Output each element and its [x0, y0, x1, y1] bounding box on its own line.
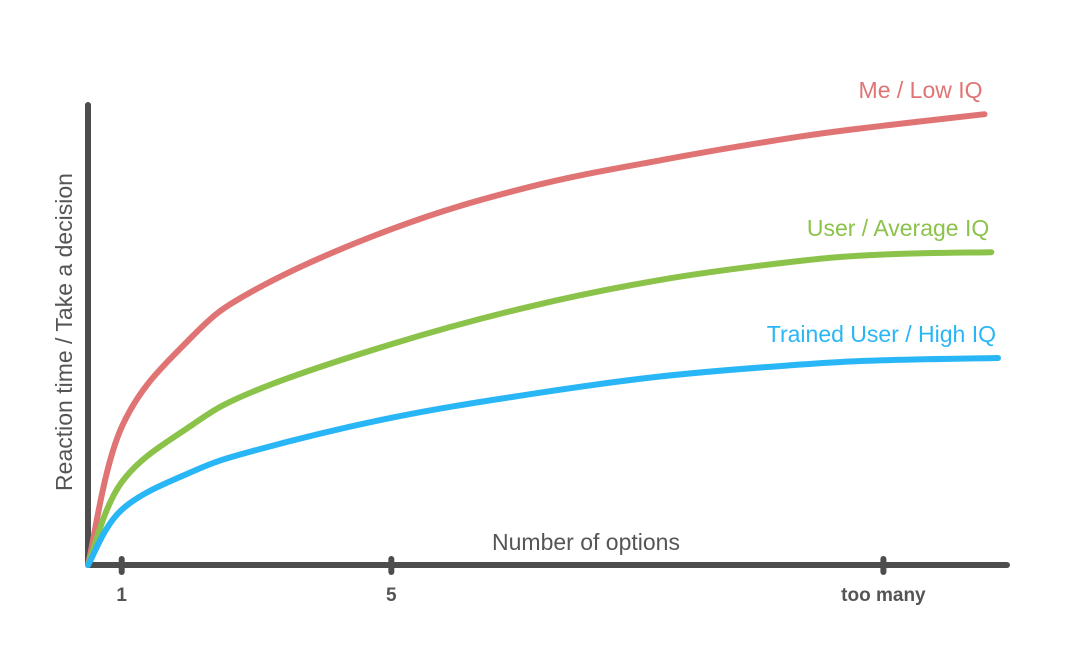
series-line — [85, 355, 1001, 568]
series-lines — [85, 111, 1001, 568]
series-label: Trained User / High IQ — [767, 321, 996, 347]
series-label: User / Average IQ — [807, 215, 989, 241]
series-line — [85, 111, 988, 568]
x-ticks: 1 5 too many — [116, 556, 926, 606]
x-tick-label: too many — [841, 585, 926, 606]
series-line — [85, 249, 995, 568]
x-tick-label: 5 — [386, 585, 397, 606]
axes — [85, 102, 1010, 568]
series-label: Me / Low IQ — [859, 77, 983, 103]
series-labels: Me / Low IQ User / Average IQ Trained User… — [767, 77, 996, 347]
x-axis-title: Number of options — [492, 529, 680, 555]
y-axis-title: Reaction time / Take a decision — [51, 173, 77, 491]
x-tick-label: 1 — [116, 585, 127, 606]
